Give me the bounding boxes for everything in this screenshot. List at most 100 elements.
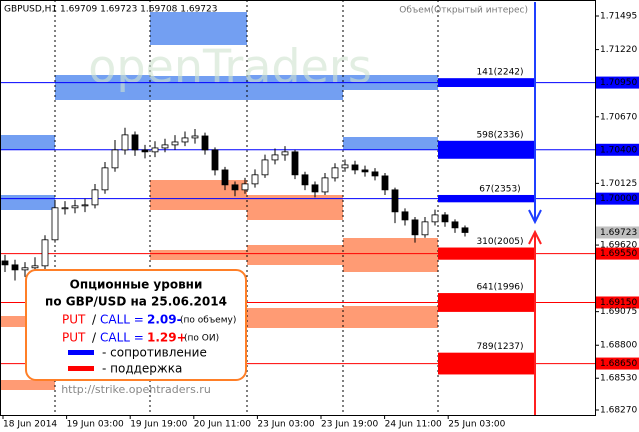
info-subtitle: по GBP/USD на 25.06.2014 bbox=[45, 295, 227, 309]
y-tick-label: 1.69723 bbox=[600, 228, 637, 238]
candle-body bbox=[161, 144, 169, 149]
arrow-head bbox=[528, 229, 542, 245]
price-box bbox=[596, 192, 639, 205]
price-box bbox=[596, 226, 639, 239]
option-bar bbox=[438, 247, 535, 260]
candle-body bbox=[381, 175, 389, 191]
call: CALL = bbox=[100, 331, 144, 345]
slash: / bbox=[92, 313, 97, 327]
candle-body bbox=[181, 137, 189, 143]
put: PUT bbox=[62, 313, 86, 327]
y-tick-label: 1.68270 bbox=[600, 405, 637, 415]
x-tick-label: 19 Jun 03:00 bbox=[67, 420, 124, 430]
candle-body bbox=[1, 260, 9, 266]
candle-body bbox=[111, 149, 119, 169]
price-box bbox=[596, 247, 639, 260]
option-label: 789(1237) bbox=[476, 342, 523, 352]
info-title: Опционные уровни bbox=[70, 278, 203, 292]
candle-body bbox=[81, 204, 89, 207]
info-box: Опционные уровни по GBP/USD на 25.06.201… bbox=[25, 269, 247, 381]
candle-body bbox=[141, 149, 149, 153]
y-tick-label: 1.70400 bbox=[600, 145, 637, 155]
put: PUT bbox=[62, 331, 86, 345]
band bbox=[343, 238, 438, 272]
legend-resistance: - сопротивление bbox=[102, 346, 207, 360]
candle-body bbox=[371, 171, 379, 177]
note: (по ОИ) bbox=[184, 334, 219, 344]
band bbox=[150, 12, 247, 45]
candle-body bbox=[331, 167, 339, 179]
option-bar bbox=[438, 352, 535, 375]
x-tick-label: 24 Jun 11:00 bbox=[385, 420, 442, 430]
option-bar bbox=[438, 194, 535, 203]
candle-body bbox=[91, 189, 99, 206]
candle-body bbox=[451, 221, 459, 229]
candle-body bbox=[401, 211, 409, 221]
candle-body bbox=[421, 221, 429, 236]
candle-body bbox=[171, 141, 179, 146]
y-tick-label: 1.69075 bbox=[600, 307, 637, 317]
candle-body bbox=[301, 174, 309, 186]
candle-body bbox=[241, 183, 249, 191]
y-tick-label: 1.70000 bbox=[600, 194, 637, 204]
symbol-header: GBPUSD,H1 1.69709 1.69723 1.69708 1.6972… bbox=[4, 5, 217, 15]
candle-body bbox=[101, 167, 109, 191]
note: (по объему) bbox=[180, 316, 236, 326]
x-tick-label: 23 Jun 03:00 bbox=[257, 420, 314, 430]
candle-body bbox=[231, 184, 239, 191]
candle-body bbox=[131, 134, 139, 151]
y-tick-label: 1.69620 bbox=[600, 241, 637, 251]
band bbox=[343, 306, 438, 328]
option-label: 67(2353) bbox=[479, 184, 520, 194]
candle-body bbox=[251, 174, 259, 185]
band bbox=[247, 308, 343, 328]
history-bands bbox=[0, 12, 438, 390]
x-tick-label: 20 Jun 11:00 bbox=[194, 420, 251, 430]
candle-body bbox=[221, 169, 229, 186]
call: CALL = bbox=[100, 313, 144, 327]
band bbox=[247, 245, 343, 265]
candle-body bbox=[281, 151, 289, 156]
y-tick-label: 1.70125 bbox=[600, 179, 637, 189]
x-tick-label: 19 Jun 19:00 bbox=[130, 420, 187, 430]
band bbox=[55, 75, 150, 100]
candle-body bbox=[201, 135, 209, 151]
candle-body bbox=[341, 164, 349, 169]
legend-swatch bbox=[68, 366, 94, 371]
y-tick-label: 1.68800 bbox=[600, 341, 637, 351]
y-tick-label: 1.69150 bbox=[600, 298, 637, 308]
candle-body bbox=[271, 154, 279, 161]
x-tick-label: 23 Jun 19:00 bbox=[321, 420, 378, 430]
watermark: openTraders bbox=[88, 40, 372, 94]
y-tick-label: 1.71220 bbox=[600, 45, 637, 55]
candle-body bbox=[151, 147, 159, 153]
option-bar bbox=[438, 140, 535, 159]
y-tick-label: 1.68650 bbox=[600, 359, 637, 369]
y-tick-label: 1.71495 bbox=[600, 12, 637, 22]
candle-body bbox=[411, 219, 419, 236]
indicator-label: Объем(Открытый интерес) bbox=[399, 6, 528, 16]
price-box bbox=[596, 76, 639, 89]
ratio: 2.09- bbox=[147, 313, 182, 327]
band bbox=[150, 76, 247, 100]
candle-body bbox=[261, 159, 269, 176]
candle-body bbox=[441, 214, 449, 223]
y-tick-label: 1.68530 bbox=[600, 374, 637, 384]
candle-body bbox=[121, 134, 129, 151]
plot-frame bbox=[0, 0, 596, 416]
candle-body bbox=[211, 149, 219, 171]
ratio: 1.29+ bbox=[147, 331, 187, 345]
x-tick-label: 25 Jun 03:00 bbox=[448, 420, 505, 430]
band bbox=[343, 137, 438, 150]
candle-body bbox=[391, 189, 399, 213]
y-tick-label: 1.70670 bbox=[600, 112, 637, 122]
candle-body bbox=[291, 151, 299, 176]
candle-body bbox=[461, 227, 469, 233]
option-label: 641(1996) bbox=[476, 283, 523, 293]
slash: / bbox=[92, 331, 97, 345]
band bbox=[150, 250, 247, 260]
candle-body bbox=[31, 265, 39, 269]
band bbox=[247, 195, 343, 220]
candle-body bbox=[11, 264, 19, 271]
x-tick-label: 18 Jun 2014 bbox=[3, 420, 57, 430]
